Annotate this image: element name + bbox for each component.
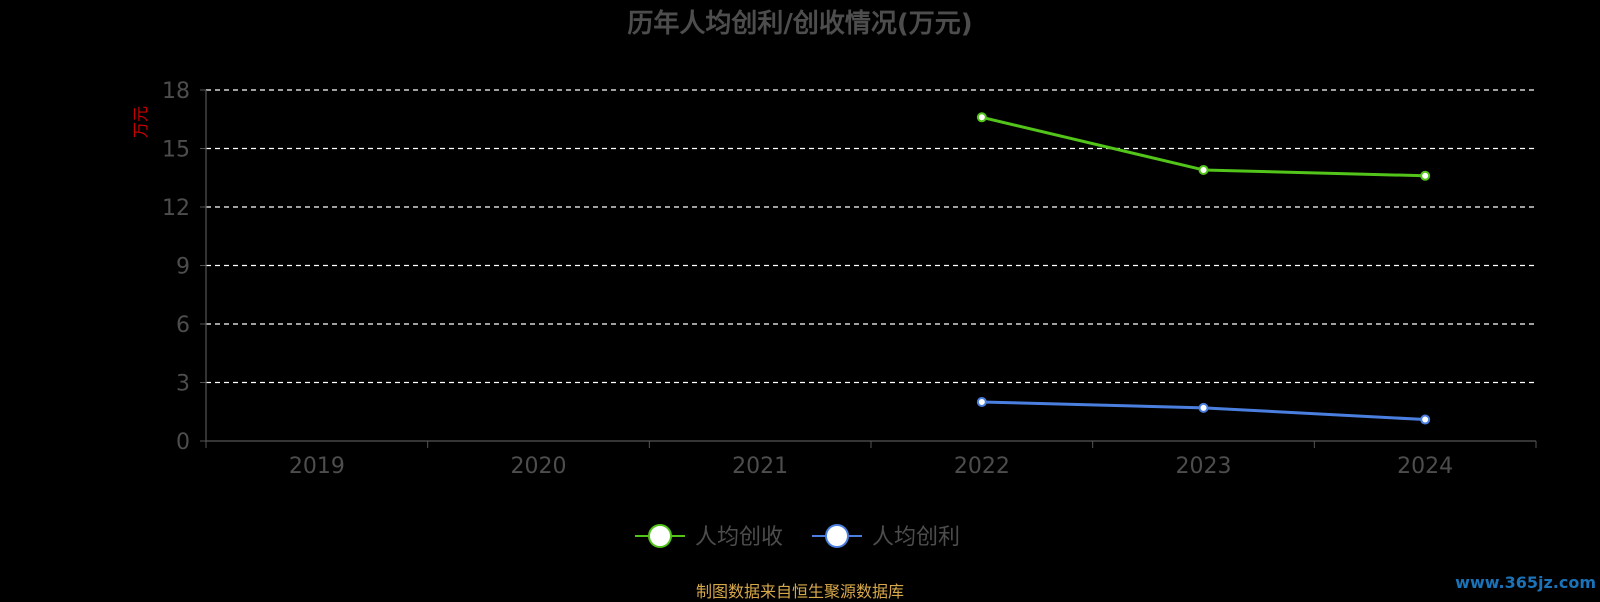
legend-swatch-marker bbox=[648, 524, 672, 548]
legend[interactable]: 人均创收 人均创利 bbox=[635, 524, 960, 550]
data-point bbox=[1198, 164, 1209, 175]
y-tick-label: 9 bbox=[176, 255, 190, 280]
axes: 0 3 6 9 12 15 18 2019 2020 2021 2022 2023 2024 bbox=[162, 79, 1537, 479]
y-tick-label: 3 bbox=[176, 372, 190, 397]
data-point bbox=[1420, 414, 1431, 425]
x-tick-label: 2019 bbox=[289, 454, 345, 479]
legend-item[interactable]: 人均创利 bbox=[812, 524, 960, 550]
data-point bbox=[1198, 402, 1209, 413]
x-tick-label: 2023 bbox=[1176, 454, 1232, 479]
y-tick-label: 15 bbox=[162, 138, 190, 163]
data-point bbox=[1420, 170, 1431, 181]
series-lines bbox=[976, 112, 1431, 425]
y-tick-label: 18 bbox=[162, 79, 190, 104]
watermark-logo: www.365jz.com bbox=[1455, 573, 1596, 592]
y-tick-label: 0 bbox=[176, 430, 190, 455]
legend-label: 人均创利 bbox=[872, 525, 960, 550]
data-point bbox=[976, 112, 987, 123]
legend-item[interactable]: 人均创收 bbox=[635, 524, 783, 550]
x-tick-label: 2021 bbox=[732, 454, 788, 479]
data-source-note: 制图数据来自恒生聚源数据库 bbox=[695, 582, 904, 601]
x-tick-label: 2022 bbox=[954, 454, 1010, 479]
legend-swatch-marker bbox=[825, 524, 849, 548]
gridlines bbox=[206, 89, 1536, 384]
x-tick-label: 2024 bbox=[1397, 454, 1453, 479]
x-tick-label: 2020 bbox=[511, 454, 567, 479]
y-axis-label: 万元 bbox=[131, 106, 150, 138]
data-point bbox=[976, 397, 987, 407]
chart-title: 历年人均创利/创收情况(万元) bbox=[627, 8, 972, 39]
y-tick-label: 6 bbox=[176, 313, 190, 338]
y-tick-label: 12 bbox=[162, 196, 190, 221]
legend-label: 人均创收 bbox=[695, 525, 783, 550]
